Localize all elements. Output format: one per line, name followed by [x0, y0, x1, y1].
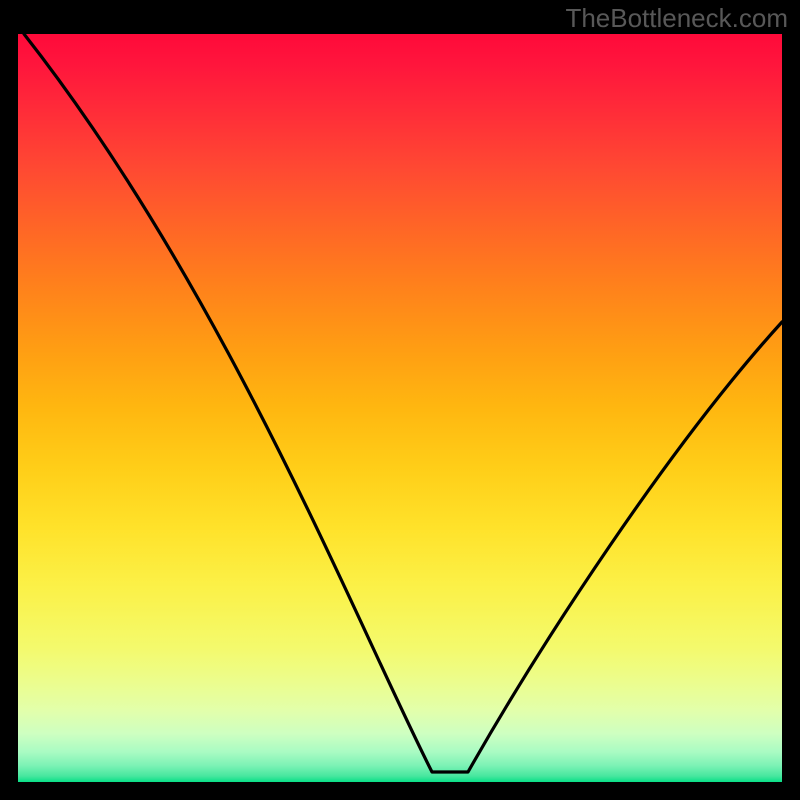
watermark-text: TheBottleneck.com: [565, 3, 788, 34]
chart-svg: [0, 0, 800, 800]
bottleneck-curve: [24, 34, 782, 772]
plot-area: [18, 34, 782, 782]
optimum-marker: [432, 767, 468, 783]
